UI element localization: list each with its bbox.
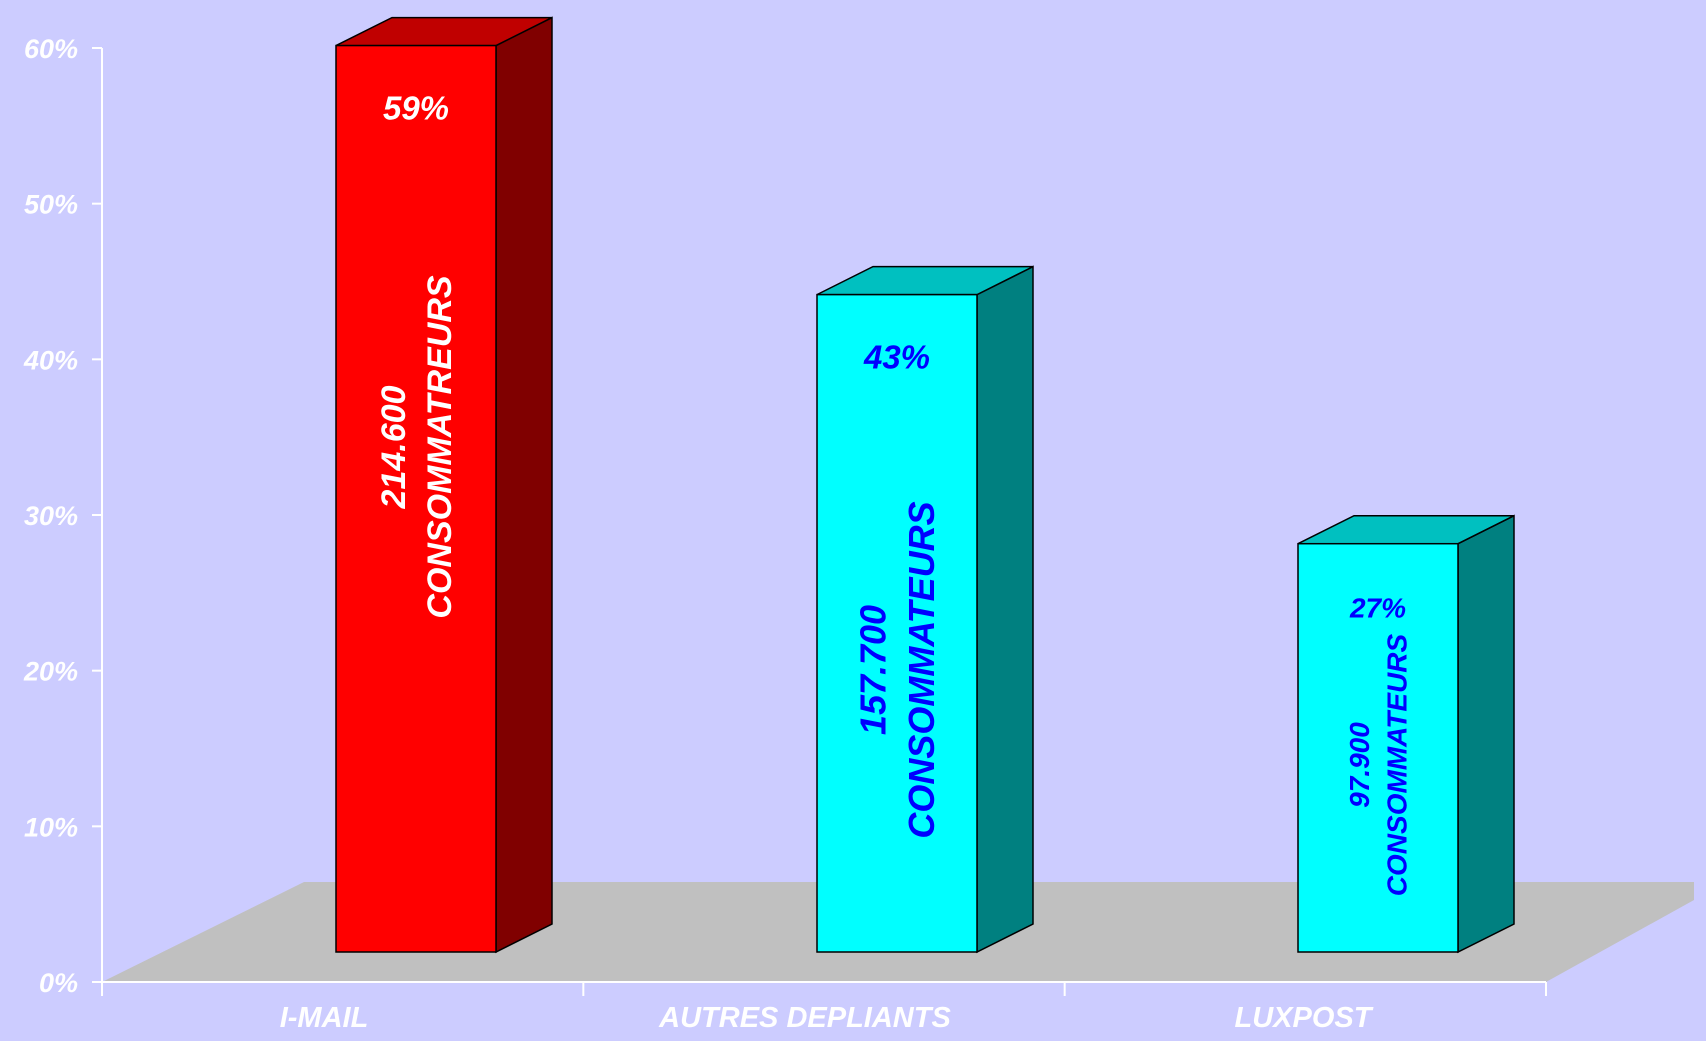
- bar: 59% 214.600 CONSOMMATREURS: [335, 16, 553, 954]
- bar-value-label: 27%: [1349, 593, 1406, 624]
- bar-count-value: 157.700: [852, 605, 893, 735]
- bar-front-face: [335, 44, 497, 953]
- bar-count-unit: CONSOMMATEURS: [1382, 634, 1413, 897]
- x-category-label: AUTRES DEPLIANTS: [658, 1002, 951, 1034]
- bar-front-face: [816, 293, 978, 953]
- y-tick-label: 30%: [24, 501, 78, 531]
- y-tick-label: 0%: [39, 968, 78, 998]
- bar-count-unit: CONSOMMATEURS: [901, 501, 942, 838]
- bar-side-face: [495, 16, 553, 954]
- bar-count-unit: CONSOMMATREURS: [421, 275, 459, 618]
- bar-front-face: [1297, 542, 1459, 953]
- bar: 27% 97.900 CONSOMMATEURS: [1297, 514, 1515, 954]
- bar-count-label: 97.900 CONSOMMATEURS: [1344, 634, 1413, 897]
- x-category-label: LUXPOST: [1235, 1002, 1374, 1034]
- bar-value-label: 59%: [383, 90, 449, 127]
- bar: 43% 157.700 CONSOMMATEURS: [816, 265, 1034, 954]
- bar-count-value: 214.600: [375, 385, 413, 509]
- y-tick-label: 60%: [24, 34, 78, 64]
- bar-count-label: 157.700 CONSOMMATEURS: [852, 501, 942, 838]
- x-axis: I-MAIL AUTRES DEPLIANTS LUXPOST: [101, 981, 1547, 1034]
- x-category-label: I-MAIL: [280, 1002, 369, 1034]
- bar-count-value: 97.900: [1344, 722, 1375, 808]
- y-axis: 0% 10% 20% 30% 40% 50% 60%: [23, 34, 103, 998]
- bar-side-face: [1457, 514, 1515, 954]
- bar-count-label: 214.600 CONSOMMATREURS: [375, 275, 459, 618]
- y-tick-label: 50%: [24, 190, 78, 220]
- bars: 59%214.600 CONSOMMATREURS 43%157.700 CONSOM…: [335, 16, 1515, 954]
- bar-side-face: [976, 265, 1034, 954]
- y-tick-label: 10%: [24, 812, 78, 842]
- bar-value-label: 43%: [863, 339, 930, 376]
- y-tick-label: 20%: [23, 657, 78, 687]
- y-tick-label: 40%: [23, 345, 78, 375]
